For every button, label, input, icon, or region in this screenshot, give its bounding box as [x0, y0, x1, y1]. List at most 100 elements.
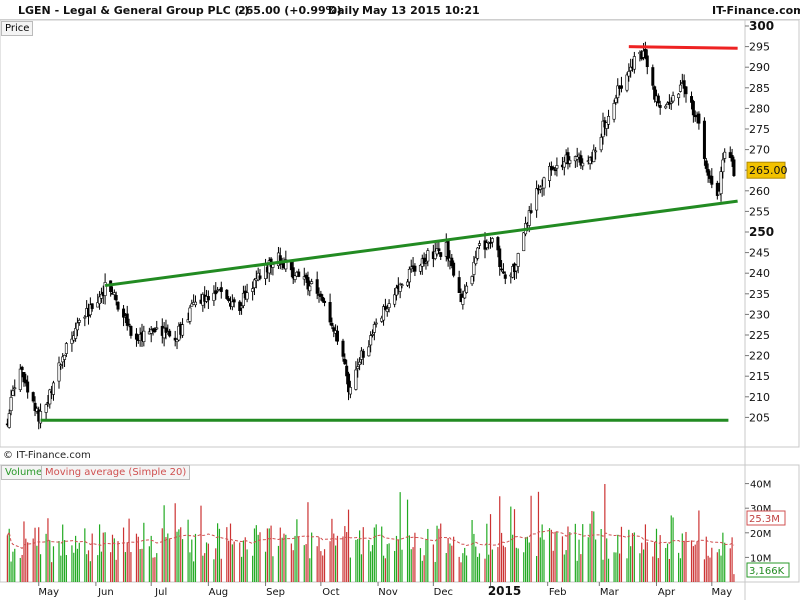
price-tick-label: 255: [749, 205, 770, 218]
title-bar: LGEN - Legal & General Group PLC (-) 265…: [0, 0, 800, 20]
candle-body: [96, 302, 100, 308]
candle-body: [310, 281, 314, 284]
candle-body: [193, 301, 197, 306]
candle-body: [426, 250, 430, 262]
price-tick-label: 260: [749, 185, 770, 198]
candle-body: [99, 293, 103, 299]
candle-body: [31, 392, 35, 402]
volume-tick-label: 20M: [750, 529, 771, 540]
candle-body: [516, 253, 520, 267]
candle-body: [332, 327, 336, 332]
candle-body: [240, 305, 244, 309]
candle-body: [424, 261, 428, 264]
candle-body: [496, 237, 500, 251]
candle-body: [730, 155, 734, 162]
candle-body: [664, 105, 668, 109]
candle-body: [90, 303, 94, 309]
price-tick-label: 235: [749, 288, 770, 301]
candle-body: [555, 165, 559, 169]
candle-body: [315, 279, 319, 294]
candle-body: [678, 84, 682, 92]
month-tick-label: Apr: [658, 587, 676, 598]
price-tick-label: 250: [749, 225, 774, 239]
candle-body: [24, 379, 28, 384]
volume-tick-label: 40M: [750, 480, 771, 491]
candle-body: [463, 290, 467, 299]
candle-body: [490, 238, 494, 243]
candle-body: [328, 302, 332, 323]
candle-body: [323, 300, 327, 303]
period-label: Daily: [328, 4, 360, 17]
candle-body: [548, 166, 552, 181]
price-tick-label: 210: [749, 391, 770, 404]
candle-body: [20, 366, 24, 371]
last-price-badge: [746, 161, 786, 179]
candle-body: [64, 343, 68, 354]
month-tick-label: Feb: [549, 587, 567, 598]
candle-body: [278, 255, 282, 265]
candle-body: [461, 297, 465, 305]
candle-body: [632, 56, 636, 70]
candle-body: [175, 339, 179, 342]
candle-body: [535, 188, 539, 211]
candle-body: [398, 283, 402, 292]
candle-body: [7, 413, 11, 428]
candle-body: [271, 264, 275, 268]
price-tick-label: 240: [749, 267, 770, 280]
trendline-line[interactable]: [104, 199, 738, 288]
candle-body: [369, 335, 373, 346]
candle-body: [306, 277, 310, 290]
candle-body: [181, 324, 185, 336]
candle-body: [18, 368, 22, 390]
candle-body: [383, 306, 387, 310]
candle-body: [514, 264, 518, 272]
month-tick-label: May: [38, 587, 59, 598]
candle-body: [690, 96, 694, 103]
candle-body: [225, 289, 229, 299]
month-tick-label: Mar: [600, 587, 620, 598]
candle-body: [721, 159, 725, 173]
candle-body: [284, 259, 288, 270]
last-price-label: 265.00: [749, 164, 788, 177]
candle-body: [715, 182, 719, 196]
candle-body: [418, 264, 422, 272]
month-tick-label: Jun: [97, 587, 114, 598]
price-tick-label: 220: [749, 350, 770, 363]
candle-body: [330, 322, 334, 326]
volume-panel-frame: [0, 464, 800, 583]
ma-value-badge: [746, 510, 786, 526]
candle-body: [658, 105, 662, 108]
candle-body: [122, 308, 126, 318]
candle-body: [527, 210, 531, 226]
candle-body: [241, 292, 245, 306]
candle-body: [682, 80, 686, 89]
candle-body: [614, 97, 618, 103]
candle-body: [173, 337, 177, 341]
candle-body: [575, 156, 579, 160]
candle-body: [400, 284, 404, 287]
candle-body: [63, 354, 67, 360]
price-tick-label: 275: [749, 123, 770, 136]
candle-body: [446, 240, 450, 260]
candle-body: [343, 358, 347, 365]
candle-body: [354, 369, 358, 390]
candle-body: [581, 162, 585, 167]
candle-body: [44, 404, 48, 413]
resistance-line[interactable]: [628, 45, 738, 50]
candle-body: [370, 334, 374, 336]
candle-body: [59, 364, 63, 367]
candle-body: [297, 271, 301, 277]
candle-body: [551, 167, 555, 170]
candle-body: [568, 159, 572, 164]
month-tick-label: Jul: [154, 587, 167, 598]
candle-body: [382, 306, 386, 321]
candle-body: [9, 397, 13, 411]
candle-body: [374, 322, 378, 325]
candle-body: [474, 257, 478, 264]
candle-body: [75, 322, 79, 331]
candle-body: [188, 307, 192, 322]
candle-body: [387, 303, 391, 308]
candle-body: [70, 338, 74, 344]
candle-body: [267, 260, 271, 274]
